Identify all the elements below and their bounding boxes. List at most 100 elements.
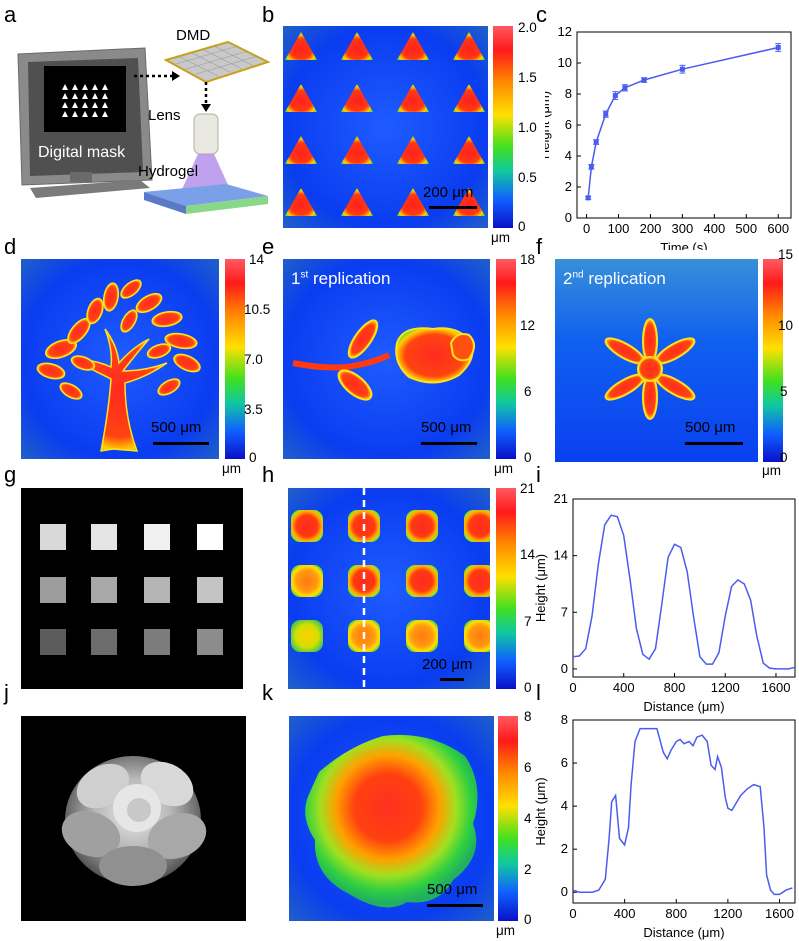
chart-c: 0 100 200 300 400 500 600 0 2 4 6 8 10 12 Time (s) Heig…	[545, 24, 792, 250]
colorbar-h-tick: 0	[524, 680, 532, 695]
scale-bar-k	[427, 904, 483, 907]
grayscale-squares	[40, 524, 223, 655]
panel-label-a: a	[4, 2, 17, 27]
panel-b-heightmap: 200 μm	[283, 26, 488, 228]
y-tick-label: 10	[558, 55, 572, 70]
panel-label-e: e	[262, 234, 275, 259]
scale-bar-f	[685, 442, 743, 445]
y-tick-label: 12	[558, 24, 572, 39]
data-point	[679, 66, 685, 72]
triangle-array	[285, 32, 485, 216]
x-tick-label: 400	[703, 221, 725, 236]
colorbar-e-tick: 18	[520, 252, 536, 267]
panel-label-l: l	[536, 680, 541, 705]
y-tick-label: 14	[554, 548, 568, 563]
series-line	[572, 727, 793, 896]
x-tick-label: 0	[569, 680, 576, 695]
colorbar-f-unit: μm	[762, 463, 782, 478]
square-features	[291, 510, 490, 652]
objective-lens	[193, 113, 219, 155]
y-tick-label: 8	[561, 712, 568, 727]
y-axis-label: Height (μm)	[535, 554, 548, 622]
panel-label-f: f	[536, 234, 543, 259]
x-axis-label: Distance (μm)	[643, 925, 724, 940]
scale-bar-h	[440, 678, 464, 681]
scale-bar-f-label: 500 μm	[685, 419, 736, 436]
colorbar-d-tick: 3.5	[244, 402, 263, 417]
y-tick-label: 6	[561, 755, 568, 770]
panel-f-title: 2nd replication	[563, 269, 666, 288]
digital-mask-text: Digital mask	[38, 144, 126, 161]
colorbar-d	[225, 259, 245, 459]
x-tick-label: 1200	[713, 906, 742, 921]
x-tick-label: 800	[665, 906, 687, 921]
x-tick-label: 500	[735, 221, 757, 236]
colorbar-h-tick: 7	[524, 614, 532, 629]
colorbar-h	[496, 488, 516, 689]
chart-l: 0 400 800 1200 1600 0 2 4 6 8 Distance (μm) Height …	[535, 712, 796, 940]
panel-h-heightmap: 200 μm	[288, 488, 490, 689]
y-tick-label: 4	[565, 148, 572, 163]
colorbar-k-tick: 6	[524, 760, 532, 775]
panel-e-title: 1st replication	[291, 269, 391, 288]
x-tick-label: 300	[672, 221, 694, 236]
series-line	[572, 514, 796, 670]
monitor-stand	[30, 180, 150, 198]
panel-g-grayscale-mask	[21, 488, 243, 689]
colorbar-k	[498, 716, 518, 921]
scale-bar-e-label: 500 μm	[421, 419, 472, 436]
scale-bar-d	[153, 442, 209, 445]
colorbar-k-tick: 2	[524, 862, 532, 877]
rose-feature	[292, 319, 475, 401]
y-tick-label: 7	[561, 604, 568, 619]
y-tick-label: 2	[565, 179, 572, 194]
x-tick-label: 1200	[711, 680, 740, 695]
colorbar-f	[763, 259, 783, 462]
data-point	[612, 93, 618, 99]
colorbar-d-tick: 7.0	[244, 352, 263, 367]
x-tick-label: 600	[767, 221, 789, 236]
y-tick-label: 4	[561, 798, 568, 813]
colorbar-b-tick: 2.0	[518, 20, 537, 35]
colorbar-e-tick: 6	[524, 384, 532, 399]
peony-relief	[305, 734, 478, 908]
colorbar-f-tick: 15	[778, 247, 794, 262]
colorbar-b	[493, 26, 513, 228]
colorbar-d-tick: 14	[249, 252, 265, 267]
y-tick-label: 0	[561, 884, 568, 899]
panel-label-h: h	[262, 462, 275, 487]
x-tick-label: 400	[613, 680, 635, 695]
triangle-features	[285, 32, 485, 216]
colorbar-h-tick: 14	[520, 547, 536, 562]
colorbar-d-tick: 10.5	[244, 302, 271, 317]
mask-triangles	[62, 84, 108, 117]
hydrogel-text: Hydrogel	[138, 163, 198, 180]
y-tick-label: 8	[565, 86, 572, 101]
peony-heightmap-feature	[305, 734, 478, 908]
data-point	[585, 195, 591, 201]
scale-bar-b	[429, 206, 477, 209]
panel-label-i: i	[536, 462, 541, 487]
tree-shape	[36, 279, 201, 452]
schematic-illustration: Digital mask DMD Lens Hydrogel	[17, 27, 270, 214]
panel-j-grayscale-peony	[21, 716, 246, 921]
x-tick-label: 400	[614, 906, 636, 921]
peony-shape	[61, 756, 207, 886]
panel-label-b: b	[262, 2, 275, 27]
data-point	[622, 85, 628, 91]
panel-d-heightmap: 500 μm	[21, 259, 219, 459]
plot-frame	[572, 498, 796, 678]
x-tick-label: 0	[569, 906, 576, 921]
colorbar-e-tick: 0	[524, 450, 532, 465]
lens-text: Lens	[148, 107, 181, 124]
colorbar-d-tick: 0	[249, 450, 257, 465]
colorbar-h-tick: 21	[520, 481, 536, 496]
panel-f-heightmap: 2nd replication 500 μm	[555, 259, 758, 462]
data-point	[775, 45, 781, 50]
scale-bar-h-label: 200 μm	[422, 656, 473, 673]
colorbar-f-tick: 0	[780, 450, 788, 465]
x-axis-label: Distance (μm)	[643, 699, 724, 714]
panel-label-g: g	[4, 462, 17, 487]
plot-frame	[572, 719, 796, 904]
dmd-chip	[163, 40, 270, 84]
